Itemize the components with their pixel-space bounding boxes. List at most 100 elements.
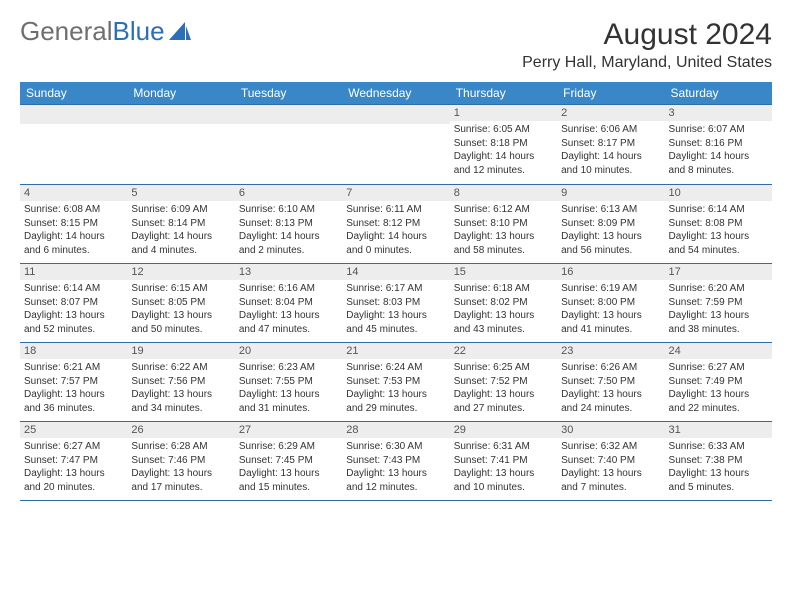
- sunrise-line: Sunrise: 6:20 AM: [669, 282, 768, 296]
- sunset-line: Sunset: 7:45 PM: [239, 454, 338, 468]
- daylight-line: Daylight: 14 hours and 4 minutes.: [131, 230, 230, 257]
- calendar-row: 11Sunrise: 6:14 AMSunset: 8:07 PMDayligh…: [20, 264, 772, 343]
- sunrise-line: Sunrise: 6:14 AM: [24, 282, 123, 296]
- sunrise-line: Sunrise: 6:14 AM: [669, 203, 768, 217]
- day-number: 18: [20, 343, 127, 359]
- location-label: Perry Hall, Maryland, United States: [522, 54, 772, 72]
- calendar-cell: 17Sunrise: 6:20 AMSunset: 7:59 PMDayligh…: [665, 264, 772, 343]
- daylight-line: Daylight: 13 hours and 20 minutes.: [24, 467, 123, 494]
- sunrise-line: Sunrise: 6:10 AM: [239, 203, 338, 217]
- sunset-line: Sunset: 8:18 PM: [454, 137, 553, 151]
- sunrise-line: Sunrise: 6:29 AM: [239, 440, 338, 454]
- sail-icon: [169, 22, 191, 48]
- calendar-cell: 23Sunrise: 6:26 AMSunset: 7:50 PMDayligh…: [557, 343, 664, 422]
- day-number: 31: [665, 422, 772, 438]
- daylight-line: Daylight: 13 hours and 27 minutes.: [454, 388, 553, 415]
- daylight-line: Daylight: 13 hours and 52 minutes.: [24, 309, 123, 336]
- sunrise-line: Sunrise: 6:23 AM: [239, 361, 338, 375]
- daylight-line: Daylight: 14 hours and 0 minutes.: [346, 230, 445, 257]
- calendar-cell: 20Sunrise: 6:23 AMSunset: 7:55 PMDayligh…: [235, 343, 342, 422]
- daylight-line: Daylight: 13 hours and 29 minutes.: [346, 388, 445, 415]
- daylight-line: Daylight: 13 hours and 47 minutes.: [239, 309, 338, 336]
- daylight-line: Daylight: 14 hours and 8 minutes.: [669, 150, 768, 177]
- day-body: Sunrise: 6:18 AMSunset: 8:02 PMDaylight:…: [450, 280, 557, 342]
- calendar-cell: 29Sunrise: 6:31 AMSunset: 7:41 PMDayligh…: [450, 422, 557, 501]
- calendar-row: 4Sunrise: 6:08 AMSunset: 8:15 PMDaylight…: [20, 185, 772, 264]
- day-number: 12: [127, 264, 234, 280]
- day-number-empty: [342, 105, 449, 124]
- day-body-empty: [342, 124, 449, 184]
- calendar-row: 18Sunrise: 6:21 AMSunset: 7:57 PMDayligh…: [20, 343, 772, 422]
- day-number: 20: [235, 343, 342, 359]
- day-body: Sunrise: 6:19 AMSunset: 8:00 PMDaylight:…: [557, 280, 664, 342]
- calendar-page: GeneralBlue August 2024 Perry Hall, Mary…: [0, 0, 792, 612]
- day-body: Sunrise: 6:21 AMSunset: 7:57 PMDaylight:…: [20, 359, 127, 421]
- calendar-cell: 19Sunrise: 6:22 AMSunset: 7:56 PMDayligh…: [127, 343, 234, 422]
- sunset-line: Sunset: 7:57 PM: [24, 375, 123, 389]
- day-header: Saturday: [665, 82, 772, 105]
- calendar-cell: 28Sunrise: 6:30 AMSunset: 7:43 PMDayligh…: [342, 422, 449, 501]
- day-number: 6: [235, 185, 342, 201]
- sunset-line: Sunset: 8:09 PM: [561, 217, 660, 231]
- calendar-row: 25Sunrise: 6:27 AMSunset: 7:47 PMDayligh…: [20, 422, 772, 501]
- sunset-line: Sunset: 8:12 PM: [346, 217, 445, 231]
- daylight-line: Daylight: 13 hours and 41 minutes.: [561, 309, 660, 336]
- sunset-line: Sunset: 7:56 PM: [131, 375, 230, 389]
- day-body: Sunrise: 6:28 AMSunset: 7:46 PMDaylight:…: [127, 438, 234, 500]
- sunrise-line: Sunrise: 6:21 AM: [24, 361, 123, 375]
- header-row: GeneralBlue August 2024 Perry Hall, Mary…: [20, 18, 772, 78]
- calendar-cell: 1Sunrise: 6:05 AMSunset: 8:18 PMDaylight…: [450, 105, 557, 185]
- sunset-line: Sunset: 8:16 PM: [669, 137, 768, 151]
- day-body: Sunrise: 6:24 AMSunset: 7:53 PMDaylight:…: [342, 359, 449, 421]
- day-number: 23: [557, 343, 664, 359]
- sunset-line: Sunset: 7:50 PM: [561, 375, 660, 389]
- title-block: August 2024 Perry Hall, Maryland, United…: [522, 18, 772, 78]
- sunrise-line: Sunrise: 6:26 AM: [561, 361, 660, 375]
- sunrise-line: Sunrise: 6:15 AM: [131, 282, 230, 296]
- day-number: 24: [665, 343, 772, 359]
- daylight-line: Daylight: 13 hours and 10 minutes.: [454, 467, 553, 494]
- calendar-cell: 6Sunrise: 6:10 AMSunset: 8:13 PMDaylight…: [235, 185, 342, 264]
- calendar-cell: 3Sunrise: 6:07 AMSunset: 8:16 PMDaylight…: [665, 105, 772, 185]
- daylight-line: Daylight: 14 hours and 2 minutes.: [239, 230, 338, 257]
- daylight-line: Daylight: 14 hours and 12 minutes.: [454, 150, 553, 177]
- day-body: Sunrise: 6:31 AMSunset: 7:41 PMDaylight:…: [450, 438, 557, 500]
- day-number-empty: [20, 105, 127, 124]
- sunset-line: Sunset: 7:59 PM: [669, 296, 768, 310]
- day-header: Wednesday: [342, 82, 449, 105]
- day-body: Sunrise: 6:33 AMSunset: 7:38 PMDaylight:…: [665, 438, 772, 500]
- sunrise-line: Sunrise: 6:06 AM: [561, 123, 660, 137]
- sunrise-line: Sunrise: 6:16 AM: [239, 282, 338, 296]
- day-number: 25: [20, 422, 127, 438]
- sunset-line: Sunset: 7:41 PM: [454, 454, 553, 468]
- day-body: Sunrise: 6:22 AMSunset: 7:56 PMDaylight:…: [127, 359, 234, 421]
- sunrise-line: Sunrise: 6:18 AM: [454, 282, 553, 296]
- sunrise-line: Sunrise: 6:30 AM: [346, 440, 445, 454]
- daylight-line: Daylight: 13 hours and 7 minutes.: [561, 467, 660, 494]
- daylight-line: Daylight: 13 hours and 36 minutes.: [24, 388, 123, 415]
- day-body: Sunrise: 6:07 AMSunset: 8:16 PMDaylight:…: [665, 121, 772, 183]
- brand-word-2: Blue: [113, 18, 165, 44]
- day-body: Sunrise: 6:27 AMSunset: 7:47 PMDaylight:…: [20, 438, 127, 500]
- day-number-empty: [127, 105, 234, 124]
- day-body: Sunrise: 6:15 AMSunset: 8:05 PMDaylight:…: [127, 280, 234, 342]
- day-header: Thursday: [450, 82, 557, 105]
- day-header: Sunday: [20, 82, 127, 105]
- daylight-line: Daylight: 13 hours and 17 minutes.: [131, 467, 230, 494]
- sunrise-line: Sunrise: 6:12 AM: [454, 203, 553, 217]
- calendar-cell: 7Sunrise: 6:11 AMSunset: 8:12 PMDaylight…: [342, 185, 449, 264]
- sunrise-line: Sunrise: 6:17 AM: [346, 282, 445, 296]
- calendar-cell: [235, 105, 342, 185]
- calendar-cell: 14Sunrise: 6:17 AMSunset: 8:03 PMDayligh…: [342, 264, 449, 343]
- sunrise-line: Sunrise: 6:24 AM: [346, 361, 445, 375]
- day-number: 28: [342, 422, 449, 438]
- sunset-line: Sunset: 7:46 PM: [131, 454, 230, 468]
- calendar-cell: 21Sunrise: 6:24 AMSunset: 7:53 PMDayligh…: [342, 343, 449, 422]
- brand-word-1: General: [20, 18, 113, 44]
- day-number: 7: [342, 185, 449, 201]
- day-number: 19: [127, 343, 234, 359]
- sunrise-line: Sunrise: 6:33 AM: [669, 440, 768, 454]
- calendar-cell: 11Sunrise: 6:14 AMSunset: 8:07 PMDayligh…: [20, 264, 127, 343]
- daylight-line: Daylight: 13 hours and 31 minutes.: [239, 388, 338, 415]
- day-number-empty: [235, 105, 342, 124]
